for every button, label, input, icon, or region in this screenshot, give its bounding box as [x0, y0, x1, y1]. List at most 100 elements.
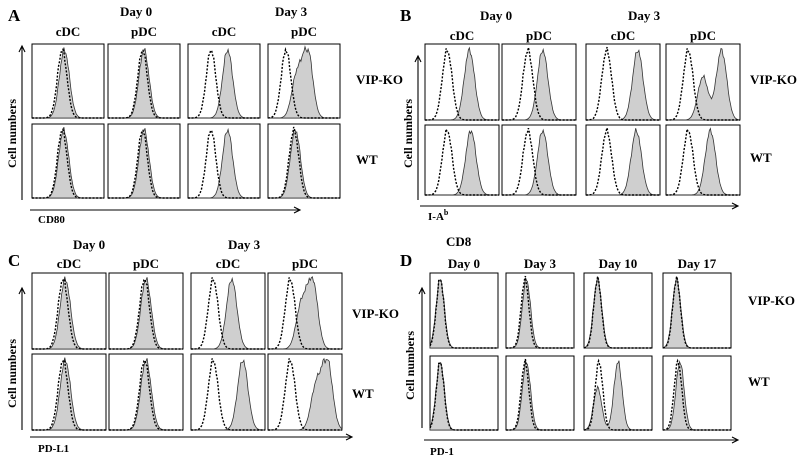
histogram-cell	[190, 272, 266, 350]
group-header: Day 3	[628, 8, 661, 23]
column-header: pDC	[690, 28, 716, 43]
histogram-cell	[267, 123, 341, 199]
y-arrowhead	[18, 286, 26, 295]
row-label: WT	[750, 150, 772, 165]
histogram-cell	[107, 123, 181, 199]
row-label: VIP-KO	[352, 306, 399, 321]
histogram-cell	[665, 43, 741, 121]
group-header: Day 0	[120, 4, 152, 19]
histogram-cell	[665, 124, 741, 196]
column-header: Day 3	[524, 256, 557, 271]
column-header: cDC	[216, 256, 241, 271]
control-histogram	[109, 359, 183, 431]
row-label: VIP-KO	[750, 72, 797, 87]
histogram-cell	[585, 124, 661, 196]
stained-histogram	[586, 128, 660, 196]
control-histogram	[506, 358, 574, 431]
x-axis-label: I-Ab	[428, 208, 449, 223]
histogram-frame	[505, 355, 575, 431]
x-axis-label: PD-1	[430, 446, 454, 458]
control-histogram	[108, 129, 180, 199]
histogram-cell	[583, 272, 653, 349]
control-histogram	[188, 49, 260, 119]
column-header: cDC	[611, 28, 636, 43]
x-axis-label: PD-L1	[38, 443, 69, 455]
y-arrowhead	[418, 286, 426, 295]
y-axis-label: Cell numbers	[403, 331, 417, 400]
stained-histogram	[666, 47, 741, 121]
x-arrowhead	[345, 433, 354, 441]
control-histogram	[32, 48, 104, 119]
panel-a: A Day 0 Day 3 cDC pDC cDC pDC VIP-KO WT Cell numb…	[5, 4, 403, 226]
panel-label: C	[8, 251, 20, 270]
column-header: cDC	[57, 256, 82, 271]
control-histogram	[586, 46, 660, 121]
panel-label: D	[400, 251, 412, 270]
y-axis-label: Cell numbers	[401, 99, 415, 168]
histogram-frame	[585, 124, 661, 196]
control-histogram	[662, 276, 731, 349]
histogram-cell	[31, 353, 107, 431]
histogram-cell	[108, 353, 184, 431]
histogram-cell	[267, 353, 343, 431]
histogram-cell	[585, 43, 661, 121]
x-axis-label: CD80	[38, 214, 65, 226]
panel-b: B Day 0 Day 3 cDC pDC cDC pDC VIP-KO WT Cell numb…	[400, 6, 797, 223]
histogram-cell	[424, 43, 500, 121]
histogram-cell	[583, 355, 653, 431]
y-arrowhead	[18, 44, 26, 53]
histogram-cell	[505, 272, 575, 349]
group-header: Day 0	[480, 8, 512, 23]
stained-histogram	[586, 49, 660, 121]
histogram-cell	[267, 43, 341, 119]
column-header: Day 10	[599, 256, 638, 271]
row-label: VIP-KO	[748, 293, 795, 308]
column-header: pDC	[133, 256, 159, 271]
row-label: WT	[748, 374, 770, 389]
histogram-cell	[187, 43, 261, 119]
control-histogram	[429, 278, 498, 349]
histogram-cell	[429, 355, 499, 431]
y-arrowhead	[414, 54, 422, 63]
stained-histogram	[188, 127, 260, 199]
stained-histogram	[268, 357, 343, 431]
group-header: Day 3	[228, 237, 261, 252]
panel-d: D CD8 Day 0 Day 3 Day 10 Day 17 VIP-KO WT Cell n…	[400, 234, 795, 458]
histogram-cell	[501, 43, 577, 121]
group-header: Day 3	[275, 4, 308, 19]
column-header: cDC	[56, 24, 81, 39]
histogram-cell	[190, 353, 266, 431]
control-histogram	[32, 277, 106, 350]
y-axis-label: Cell numbers	[5, 339, 19, 408]
control-histogram	[109, 278, 183, 350]
histogram-cell	[31, 272, 107, 350]
x-arrowhead	[731, 202, 740, 210]
column-header: cDC	[450, 28, 475, 43]
column-header: Day 17	[678, 256, 717, 271]
y-axis-label: Cell numbers	[5, 99, 19, 168]
x-arrowhead	[293, 206, 302, 214]
control-histogram	[662, 358, 731, 431]
row-label: WT	[352, 386, 374, 401]
column-header: pDC	[131, 24, 157, 39]
panel-label: A	[8, 6, 21, 25]
control-histogram	[502, 128, 576, 196]
histogram-cell	[505, 355, 575, 431]
control-histogram	[32, 358, 106, 431]
group-header: Day 0	[73, 237, 105, 252]
panel-c: C Day 0 Day 3 cDC pDC cDC pDC VIP-KO WT Cell numb…	[5, 237, 399, 455]
column-header: Day 0	[448, 256, 480, 271]
control-histogram	[268, 126, 340, 199]
row-label: VIP-KO	[356, 72, 403, 87]
subset-label: CD8	[446, 234, 472, 249]
control-histogram	[586, 127, 660, 196]
control-histogram	[32, 128, 104, 199]
stained-histogram	[506, 277, 574, 349]
histogram-cell	[108, 272, 184, 350]
control-histogram	[506, 275, 574, 349]
histogram-cell	[107, 43, 181, 119]
histogram-cell	[31, 43, 105, 119]
histogram-frame	[505, 272, 575, 349]
column-header: pDC	[291, 24, 317, 39]
